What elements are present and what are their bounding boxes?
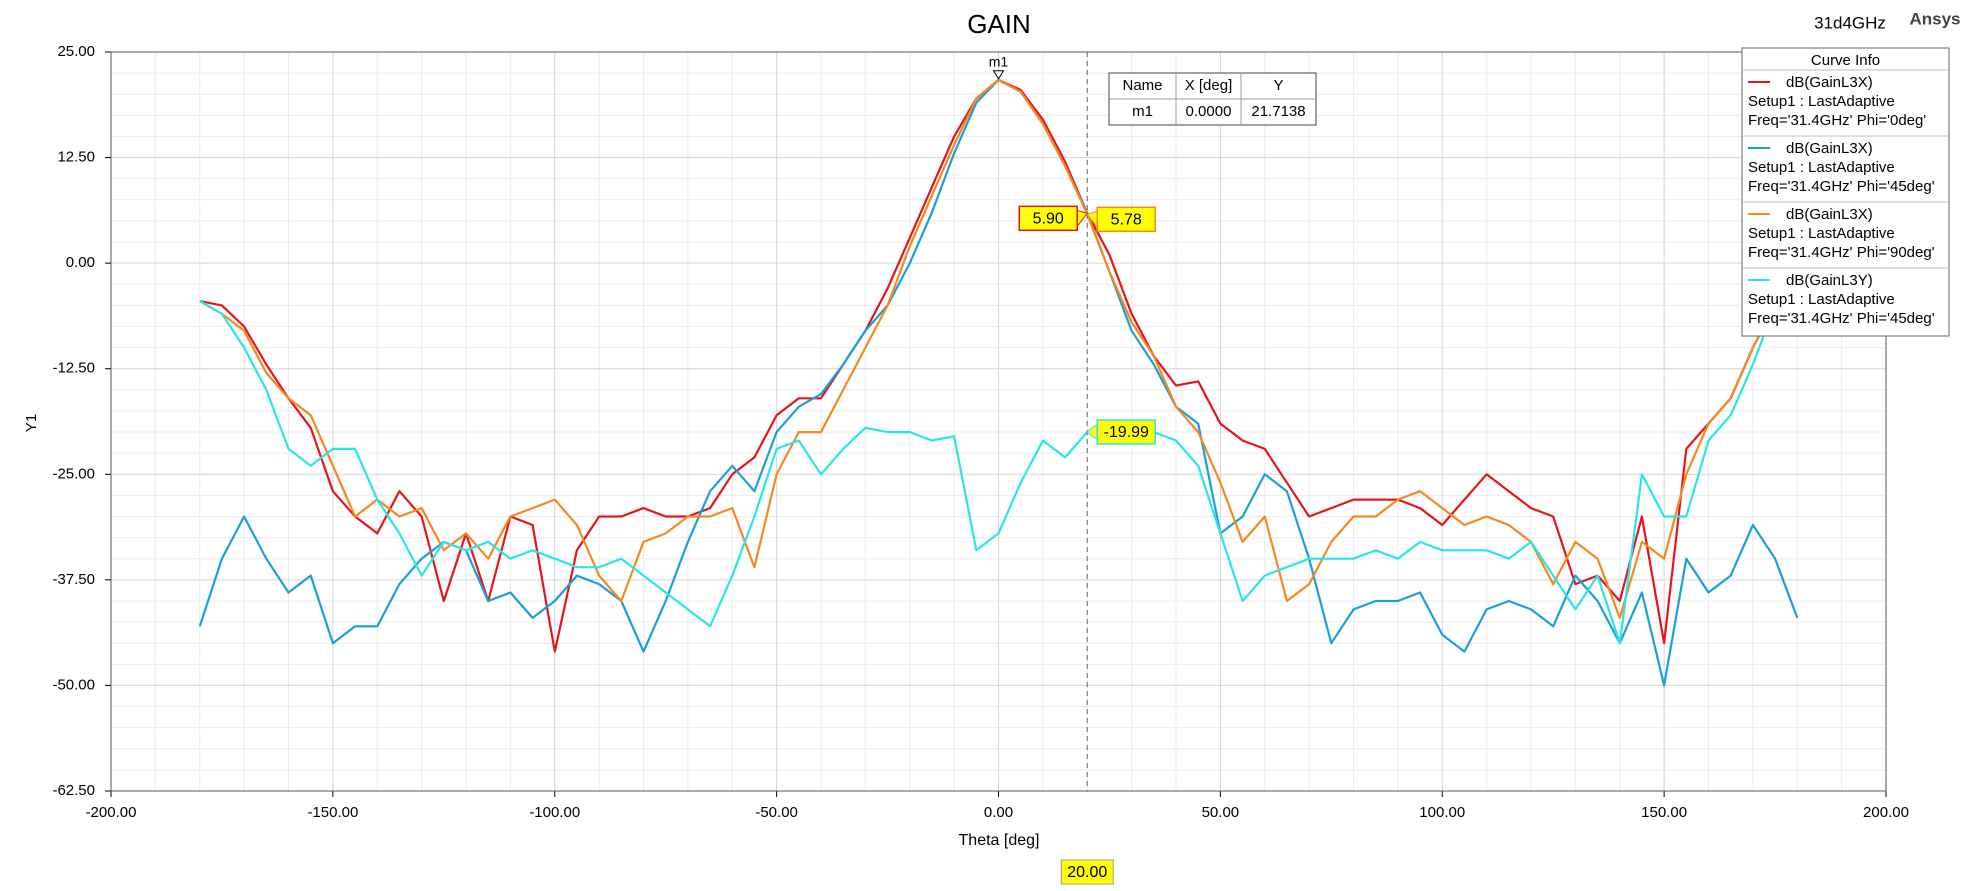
table-header: Y [1273, 77, 1283, 94]
y-tick-label: -50.00 [52, 676, 95, 693]
subtitle: 31d4GHz [1814, 13, 1886, 32]
table-header: X [deg] [1185, 77, 1233, 94]
cursor-x-box [1060, 859, 1114, 885]
legend-name: dB(GainL3X) [1786, 206, 1873, 223]
readout-box [1018, 205, 1078, 232]
readout-label: -19.99 [1104, 424, 1149, 441]
y-tick-label: 12.50 [57, 149, 95, 166]
x-tick-label: -200.00 [86, 804, 137, 821]
table-cell: 21.7138 [1251, 103, 1305, 120]
legend-setup: Setup1 : LastAdaptive [1748, 291, 1895, 308]
legend-freq: Freq='31.4GHz' Phi='0deg' [1748, 112, 1926, 129]
marker-label: m1 [989, 53, 1009, 69]
readout-box [1096, 419, 1156, 445]
plot-frame [110, 51, 1887, 792]
legend-name: dB(GainL3X) [1786, 74, 1873, 91]
legend-freq: Freq='31.4GHz' Phi='45deg' [1748, 310, 1935, 327]
legend-setup: Setup1 : LastAdaptive [1748, 159, 1895, 176]
legend-name: dB(GainL3X) [1786, 140, 1873, 157]
brand: Ansys [1909, 9, 1960, 28]
x-tick-label: -150.00 [307, 804, 358, 821]
x-tick-label: 50.00 [1202, 804, 1240, 821]
x-tick-label: 200.00 [1863, 804, 1909, 821]
legend-freq: Freq='31.4GHz' Phi='45deg' [1748, 178, 1935, 195]
legend-box [1741, 47, 1950, 337]
readout-label: 5.90 [1033, 211, 1064, 228]
series-line [199, 287, 1798, 645]
x-tick-label: 150.00 [1641, 804, 1687, 821]
legend-freq: Freq='31.4GHz' Phi='90deg' [1748, 244, 1935, 261]
readout-box [1096, 206, 1156, 233]
legend-title: Curve Info [1811, 52, 1880, 69]
legend-setup: Setup1 : LastAdaptive [1748, 93, 1895, 110]
readout-label: 5.78 [1111, 212, 1142, 229]
y-tick-label: -37.50 [52, 571, 95, 588]
cursor-x-label: 20.00 [1067, 864, 1107, 881]
chart-title: GAIN [967, 9, 1031, 39]
table-cell: 0.0000 [1186, 103, 1232, 120]
x-tick-label: -100.00 [529, 804, 580, 821]
y-tick-label: 25.00 [57, 43, 95, 60]
y-tick-label: -12.50 [52, 360, 95, 377]
legend-setup: Setup1 : LastAdaptive [1748, 225, 1895, 242]
x-axis-label: Theta [deg] [959, 832, 1040, 849]
x-tick-label: 0.00 [984, 804, 1013, 821]
x-tick-label: 100.00 [1419, 804, 1465, 821]
y-tick-label: 0.00 [66, 254, 95, 271]
x-tick-label: -50.00 [755, 804, 798, 821]
legend-name: dB(GainL3Y) [1786, 272, 1873, 289]
table-header: Name [1122, 77, 1162, 94]
table-cell: m1 [1132, 103, 1153, 120]
y-axis-label: Y1 [23, 414, 40, 432]
y-tick-label: -62.50 [52, 782, 95, 799]
marker-triangle [992, 70, 1005, 80]
y-tick-label: -25.00 [52, 465, 95, 482]
